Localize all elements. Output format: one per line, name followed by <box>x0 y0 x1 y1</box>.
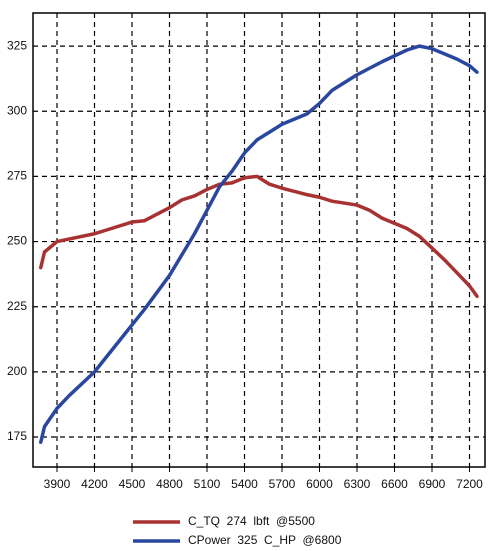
legend-label: C_TQ 274 lbft @5500 <box>188 514 315 528</box>
legend-label: CPower 325 C_HP @6800 <box>188 533 342 547</box>
line-series <box>39 174 479 299</box>
plot-background <box>33 13 485 467</box>
x-tick-label: 5700 <box>269 477 296 491</box>
x-tick-label: 6900 <box>419 477 446 491</box>
plot-frame <box>32 12 486 468</box>
y-tick-label: 300 <box>7 103 27 117</box>
y-tick-label: 250 <box>7 234 27 248</box>
y-tick-label: 200 <box>7 364 27 378</box>
x-tick-label: 5400 <box>231 477 258 491</box>
x-tick-label: 6600 <box>381 477 408 491</box>
y-tick-label: 175 <box>7 429 27 443</box>
x-tick-label: 7200 <box>456 477 483 491</box>
y-tick-label: 275 <box>7 169 27 183</box>
x-tick-label: 4800 <box>156 477 183 491</box>
x-tick-label: 6000 <box>306 477 333 491</box>
line-series <box>39 44 479 444</box>
x-tick-label: 4200 <box>81 477 108 491</box>
x-tick-label: 6300 <box>344 477 371 491</box>
x-tick-label: 3900 <box>44 477 71 491</box>
x-tick-label: 5100 <box>194 477 221 491</box>
y-tick-label: 325 <box>7 38 27 52</box>
y-tick-label: 225 <box>7 299 27 313</box>
x-tick-label: 4500 <box>119 477 146 491</box>
